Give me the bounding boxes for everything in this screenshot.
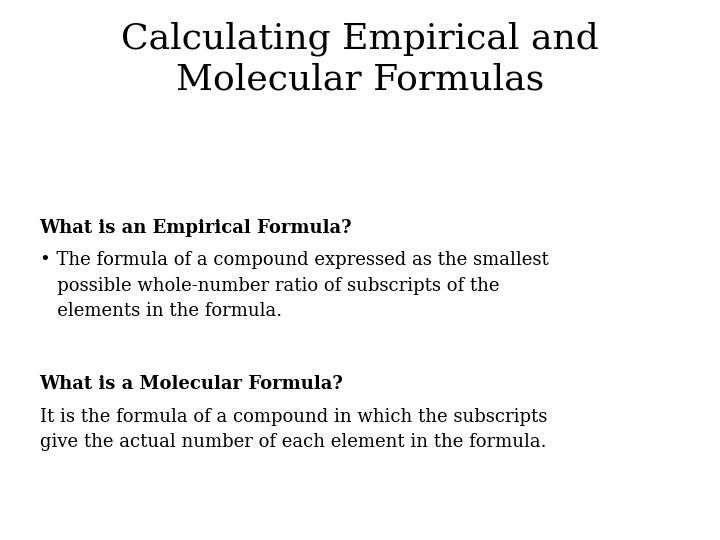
Text: • The formula of a compound expressed as the smallest
   possible whole-number r: • The formula of a compound expressed as… bbox=[40, 251, 549, 321]
Text: It is the formula of a compound in which the subscripts
give the actual number o: It is the formula of a compound in which… bbox=[40, 408, 547, 451]
Text: What is an Empirical Formula?: What is an Empirical Formula? bbox=[40, 219, 352, 237]
Text: What is a Molecular Formula?: What is a Molecular Formula? bbox=[40, 375, 343, 393]
Text: Calculating Empirical and
Molecular Formulas: Calculating Empirical and Molecular Form… bbox=[121, 22, 599, 97]
